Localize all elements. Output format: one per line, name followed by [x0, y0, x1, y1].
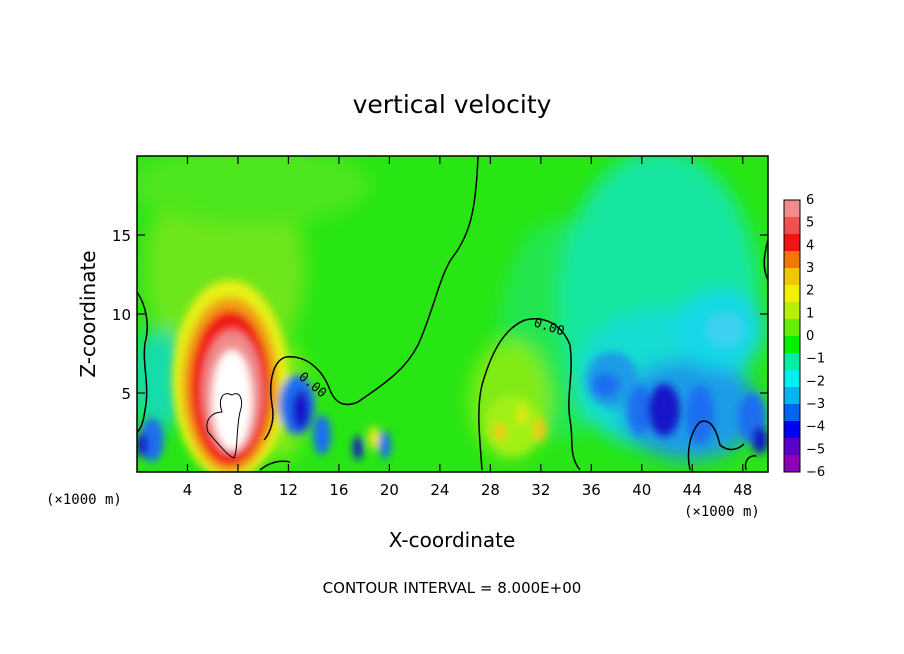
- colorbar-swatch: [784, 268, 800, 286]
- colorbar-swatch: [784, 234, 800, 252]
- colorbar-label: 2: [806, 284, 814, 299]
- colorbar-label: −5: [806, 442, 825, 457]
- colorbar-swatch: [784, 251, 800, 269]
- colorbar-label: 6: [806, 193, 814, 208]
- x-tick-label: 48: [733, 481, 752, 499]
- colorbar-swatch: [784, 404, 800, 422]
- x-tick-label: 8: [233, 481, 243, 499]
- x-axis-unit: (×1000 m): [684, 504, 760, 520]
- colorbar-label: 4: [806, 238, 814, 253]
- y-axis-title: Z-coordinate: [76, 250, 100, 377]
- colorbar-swatch: [784, 200, 800, 218]
- chart-title: vertical velocity: [353, 90, 552, 119]
- x-axis-title: X-coordinate: [389, 528, 516, 552]
- colorbar-swatch: [784, 455, 800, 473]
- x-tick-label: 32: [531, 481, 550, 499]
- colorbar-swatch: [784, 370, 800, 388]
- x-tick-label: 4: [183, 481, 193, 499]
- plot-area: [137, 156, 768, 472]
- x-tick-label: 40: [632, 481, 651, 499]
- zero-contour-lines: [137, 156, 768, 471]
- colorbar-frame: [783, 199, 801, 473]
- x-tick-label: 28: [481, 481, 500, 499]
- x-tick-label: 44: [683, 481, 702, 499]
- colorbar-swatch: [784, 285, 800, 303]
- field-cells: [137, 280, 768, 472]
- x-tick-label: 20: [380, 481, 399, 499]
- x-tick-label: 12: [279, 481, 298, 499]
- x-axis-ticks: 4 8 12 16 20 24 28 32 36 40 44 48: [183, 156, 752, 499]
- x-tick-label: 24: [430, 481, 449, 499]
- colorbar-swatch: [784, 387, 800, 405]
- contour-interval-note: CONTOUR INTERVAL = 8.000E+00: [323, 579, 582, 597]
- colorbar-label: 3: [806, 261, 814, 276]
- x-tick-label: 36: [582, 481, 601, 499]
- colorbar-swatch: [784, 217, 800, 235]
- y-tick-label: 10: [112, 306, 131, 324]
- colorbar-label: −6: [806, 465, 825, 480]
- colorbar-label: 0: [806, 329, 814, 344]
- y-tick-label: 5: [121, 385, 131, 403]
- y-tick-label: 15: [112, 227, 131, 245]
- colorbar-label: −2: [806, 374, 825, 389]
- colorbar-label: 1: [806, 306, 814, 321]
- colorbar-label: −4: [806, 420, 825, 435]
- z-axis-unit: (×1000 m): [46, 492, 122, 508]
- y-axis-ticks: 5 10 15: [112, 227, 768, 403]
- colorbar-label: −1: [806, 352, 825, 367]
- colorbar-label: 5: [806, 216, 814, 231]
- colorbar-swatch: [784, 319, 800, 337]
- colorbar-label: −3: [806, 397, 825, 412]
- colorbar-swatch: [784, 302, 800, 320]
- colorbar: 6 5 4 3 2 1 0 −1 −2 −3 −4 −5 −6: [783, 193, 825, 480]
- x-tick-label: 16: [329, 481, 348, 499]
- colorbar-swatch: [784, 438, 800, 456]
- colorbar-swatch: [784, 336, 800, 354]
- updraft-core-contour: [206, 393, 243, 459]
- colorbar-swatch: [784, 353, 800, 371]
- colorbar-swatch: [784, 421, 800, 439]
